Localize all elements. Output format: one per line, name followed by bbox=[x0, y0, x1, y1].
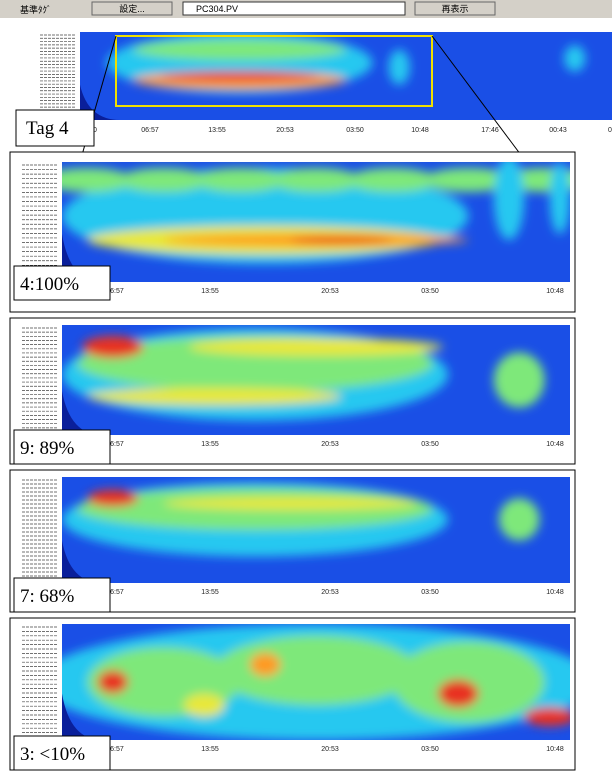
x-tick-label: 20:53 bbox=[276, 127, 294, 134]
heatmap bbox=[62, 325, 570, 435]
heat-blob bbox=[82, 336, 144, 358]
x-tick-label: 06:57 bbox=[106, 746, 124, 753]
heat-blob bbox=[97, 670, 129, 694]
heatmap bbox=[62, 477, 570, 583]
x-tick-label: 13:55 bbox=[208, 127, 226, 134]
heat-blob bbox=[163, 497, 418, 510]
x-tick-label: 13:55 bbox=[201, 589, 219, 596]
zoom-box bbox=[115, 35, 433, 107]
x-tick-label: 06:57 bbox=[106, 288, 124, 295]
x-tick-label: 17:46 bbox=[481, 127, 499, 134]
x-tick-label: 13:55 bbox=[201, 746, 219, 753]
settings-button-text[interactable]: 設定... bbox=[119, 3, 145, 14]
x-tick-label: 0 bbox=[93, 127, 97, 134]
heatmap bbox=[62, 624, 570, 740]
heat-blob bbox=[189, 338, 443, 356]
x-tick-label: 10:48 bbox=[546, 589, 564, 596]
heat-blob bbox=[194, 168, 286, 192]
heat-blob bbox=[183, 693, 225, 717]
heatmap-blobs bbox=[106, 32, 586, 94]
heat-blob bbox=[62, 168, 134, 192]
heatmap-blobs bbox=[62, 482, 540, 557]
panel-label-box bbox=[13, 429, 111, 465]
heat-blob bbox=[549, 162, 570, 234]
heat-blob bbox=[270, 168, 362, 192]
x-tick-label: 06:57 bbox=[106, 589, 124, 596]
x-tick-label: 03:50 bbox=[421, 288, 439, 295]
settings-button[interactable] bbox=[91, 1, 173, 16]
heat-blob bbox=[214, 635, 418, 706]
heat-blob bbox=[249, 653, 281, 677]
x-tick-label: 20:53 bbox=[321, 746, 339, 753]
tag-label: 基準ﾀｸﾞ bbox=[20, 4, 52, 15]
x-tick-label: 03:50 bbox=[421, 746, 439, 753]
x-tick-label: 00:43 bbox=[549, 127, 567, 134]
heat-blob bbox=[117, 168, 210, 192]
panel-label: 7: 68% bbox=[20, 586, 75, 607]
x-tick-label: 0 bbox=[608, 127, 612, 134]
x-tick-label: 13:55 bbox=[201, 441, 219, 448]
x-tick-label: 10:48 bbox=[546, 746, 564, 753]
heat-blob bbox=[498, 498, 540, 541]
heat-blob bbox=[87, 387, 342, 406]
heat-blob bbox=[564, 45, 586, 72]
panel-label-box bbox=[13, 265, 111, 301]
heat-blob bbox=[290, 236, 393, 244]
content: 0 06:57 13:55 20:53 03:50 10:48 17:46 00:43 0 Tag… bbox=[8, 20, 612, 771]
corner bbox=[62, 540, 102, 583]
callout-box bbox=[15, 109, 95, 147]
tag-field[interactable] bbox=[182, 1, 406, 16]
heat-blob bbox=[437, 679, 479, 708]
refresh-button-text[interactable]: 再表示 bbox=[441, 3, 468, 14]
corner bbox=[62, 693, 102, 740]
callout-label: Tag 4 bbox=[26, 118, 69, 139]
panel-label: 4:100% bbox=[20, 274, 79, 295]
panel-label-box bbox=[13, 735, 111, 771]
refresh-button[interactable] bbox=[414, 1, 496, 16]
x-tick-label: 03:50 bbox=[421, 589, 439, 596]
heat-blob bbox=[159, 71, 320, 81]
heat-blob bbox=[346, 168, 438, 192]
x-tick-label: 20:53 bbox=[321, 589, 339, 596]
x-tick-label: 06:57 bbox=[106, 441, 124, 448]
tag-field-text[interactable]: PC304.PV bbox=[196, 4, 238, 14]
panel-label-box bbox=[13, 577, 111, 613]
heat-blob bbox=[422, 168, 515, 192]
x-tick-label: 06:57 bbox=[141, 127, 159, 134]
x-tick-label: 20:53 bbox=[321, 441, 339, 448]
x-tick-label: 03:50 bbox=[346, 127, 364, 134]
panel-label: 9: 89% bbox=[20, 438, 75, 459]
x-tick-label: 10:48 bbox=[546, 288, 564, 295]
panel-label: 3: <10% bbox=[20, 744, 85, 765]
x-tick-label: 13:55 bbox=[201, 288, 219, 295]
heat-blob bbox=[133, 39, 346, 61]
heat-blob bbox=[493, 162, 525, 240]
x-tick-label: 20:53 bbox=[321, 288, 339, 295]
heatmap-blobs bbox=[62, 328, 545, 421]
heat-blob bbox=[87, 489, 139, 507]
corner bbox=[62, 391, 102, 435]
x-tick-label: 03:50 bbox=[421, 441, 439, 448]
heatmap-blobs bbox=[62, 162, 570, 264]
heatmap-blobs bbox=[62, 624, 570, 740]
heat-blob bbox=[493, 352, 545, 408]
heat-blob bbox=[524, 707, 570, 727]
heatmap bbox=[62, 162, 570, 282]
x-tick-label: 10:48 bbox=[546, 441, 564, 448]
x-tick-label: 10:48 bbox=[411, 127, 429, 134]
heat-blob bbox=[388, 49, 410, 85]
